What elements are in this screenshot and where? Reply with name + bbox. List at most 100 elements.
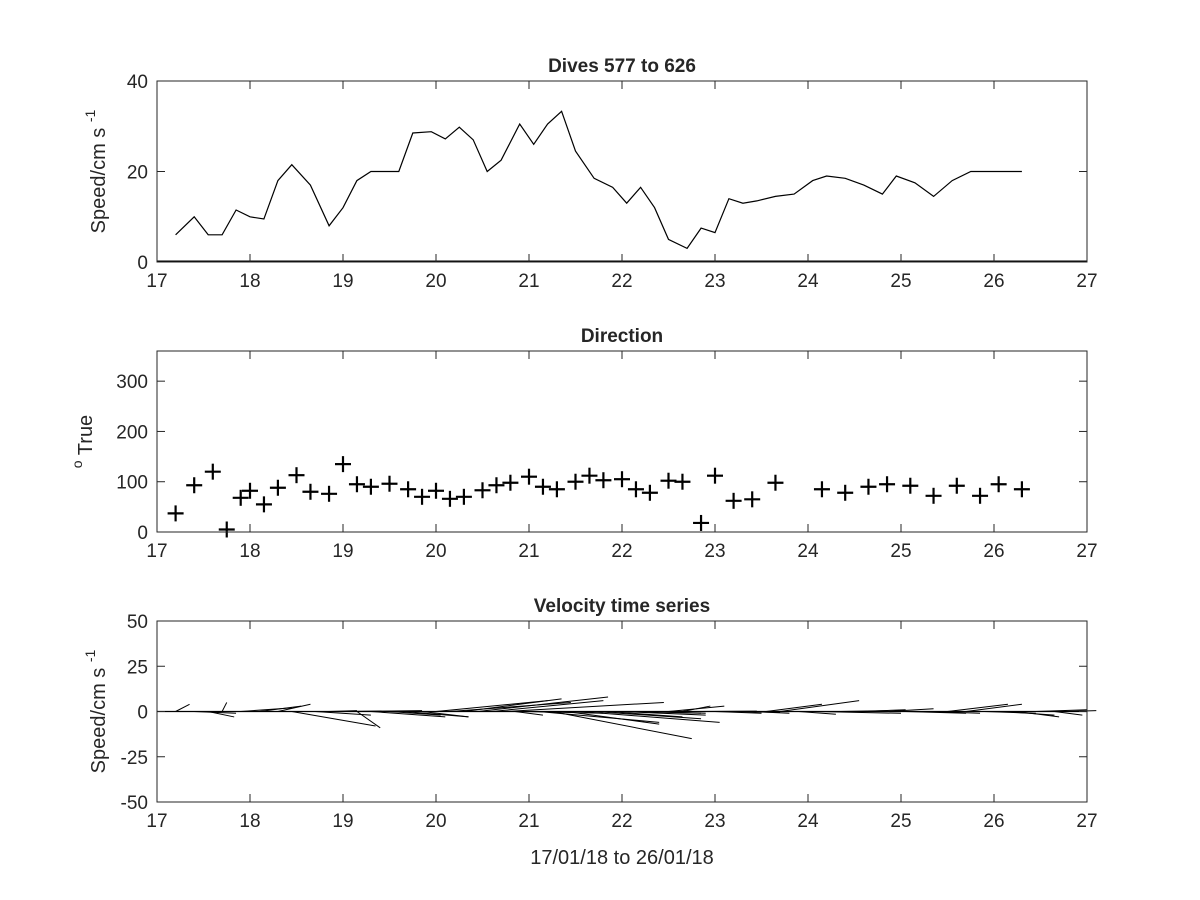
- speed-line: [175, 110, 1022, 250]
- y-tick-label: 200: [116, 422, 148, 443]
- direction-marker-2: [204, 463, 221, 480]
- y-tick-label: 20: [127, 163, 148, 184]
- direction-marker-10: [321, 485, 338, 502]
- direction-marker-43: [902, 477, 919, 494]
- direction-marker-18: [441, 490, 458, 507]
- velocity-stick-47: [928, 711, 981, 714]
- speed-panel: Dives 577 to 626 17 18 19 20 21 22 23 24 25 26 27 0 2…: [82, 56, 1098, 292]
- y-tick-label: 0: [137, 703, 148, 724]
- axes-box: [156, 350, 1088, 533]
- x-tick-label: 17: [146, 541, 167, 562]
- direction-marker-48: [1013, 481, 1030, 498]
- x-tick-label: 19: [332, 271, 353, 292]
- x-axis-label: 17/01/18 to 26/01/18: [530, 847, 714, 869]
- velocity-stick-13: [389, 711, 441, 716]
- direction-marker-29: [614, 471, 630, 488]
- x-tick-label: 21: [518, 811, 539, 832]
- velocity-stick-1: [194, 711, 237, 714]
- velocity-stick-23: [524, 711, 604, 714]
- x-tick-label: 19: [332, 541, 353, 562]
- direction-marker-44: [925, 487, 942, 504]
- x-tick-label: 25: [890, 541, 911, 562]
- velocity-stick-26: [566, 711, 660, 725]
- direction-marker-8: [288, 467, 305, 484]
- direction-marker-23: [521, 468, 537, 485]
- direction-marker-5: [242, 482, 258, 499]
- x-tick-label: 20: [425, 811, 446, 832]
- chart-title: Velocity time series: [534, 596, 710, 617]
- chart-title: Dives 577 to 626: [548, 56, 696, 77]
- direction-marker-9: [302, 483, 319, 500]
- direction-marker-3: [218, 521, 235, 538]
- x-tick-label: 20: [425, 271, 446, 292]
- x-tick-label: 23: [704, 811, 725, 832]
- x-tick-label: 19: [332, 811, 353, 832]
- velocity-stick-28: [594, 711, 702, 720]
- y-tick-label: -25: [121, 748, 148, 769]
- direction-marker-4: [232, 489, 249, 506]
- velocity-stick-18: [463, 698, 562, 712]
- velocity-stick-52: [1017, 711, 1060, 718]
- x-tick-label: 18: [239, 541, 260, 562]
- velocity-stick-42: [817, 711, 902, 714]
- x-tick-label: 26: [983, 811, 1004, 832]
- x-tick-label: 22: [611, 811, 632, 832]
- velocity-stick-11: [356, 711, 381, 729]
- direction-marker-36: [725, 492, 742, 509]
- direction-marker-42: [879, 476, 896, 493]
- y-tick-label: 0: [137, 523, 148, 544]
- direction-marker-27: [581, 467, 598, 484]
- x-tick-label: 20: [425, 541, 446, 562]
- x-tick-label: 22: [611, 271, 632, 292]
- y-label-text: True: [75, 415, 97, 461]
- y-tick-label: -50: [121, 793, 148, 814]
- direction-marker-11: [335, 456, 351, 473]
- y-axis-label: Speed/cm s -1: [82, 109, 110, 233]
- plot-area: [157, 110, 1087, 263]
- velocity-stick-29: [608, 711, 683, 718]
- y-tick-label: 100: [116, 473, 148, 494]
- velocity-stick-20: [491, 700, 604, 712]
- direction-marker-20: [474, 482, 491, 499]
- x-tick-label: 26: [983, 541, 1004, 562]
- velocity-stick-21: [505, 701, 664, 712]
- direction-marker-35: [707, 467, 723, 484]
- velocity-stick-46: [905, 711, 967, 714]
- velocity-stick-49: [966, 703, 1022, 712]
- velocity-stick-22: [514, 711, 544, 716]
- y-tick-label: 25: [127, 657, 148, 678]
- direction-marker-16: [414, 488, 431, 505]
- y-label-text: Speed/cm s: [88, 122, 110, 233]
- velocity-panel: Velocity time series 17 18 19 20 21 22 23 24 25 26…: [82, 596, 1098, 869]
- x-tick-label: 21: [518, 541, 539, 562]
- y-label-superscript: -1: [82, 109, 98, 122]
- direction-marker-28: [595, 472, 612, 489]
- x-tick-label: 24: [797, 541, 819, 562]
- velocity-stick-45: [887, 708, 934, 712]
- direction-marker-38: [767, 474, 784, 491]
- velocity-stick-53: [1035, 709, 1088, 712]
- x-tick-label: 27: [1076, 541, 1097, 562]
- direction-marker-21: [488, 477, 505, 494]
- direction-marker-31: [641, 484, 658, 501]
- y-label-superscript: o: [69, 460, 85, 468]
- x-tick-label: 25: [890, 811, 911, 832]
- velocity-stick-24: [538, 711, 660, 723]
- plot-area: [157, 696, 1097, 740]
- direction-marker-33: [674, 473, 691, 490]
- chart-title: Direction: [581, 326, 663, 347]
- y-tick-label: 300: [116, 372, 148, 393]
- velocity-stick-0: [175, 703, 190, 712]
- direction-marker-15: [400, 481, 417, 498]
- direction-marker-7: [269, 479, 286, 496]
- direction-marker-17: [428, 482, 444, 499]
- direction-marker-45: [948, 477, 965, 494]
- velocity-stick-41: [798, 711, 836, 715]
- x-tick-label: 27: [1076, 811, 1097, 832]
- direction-marker-25: [548, 481, 565, 498]
- direction-marker-46: [972, 487, 989, 504]
- direction-marker-37: [744, 491, 761, 508]
- x-tick-label: 18: [239, 811, 260, 832]
- direction-marker-19: [455, 488, 472, 505]
